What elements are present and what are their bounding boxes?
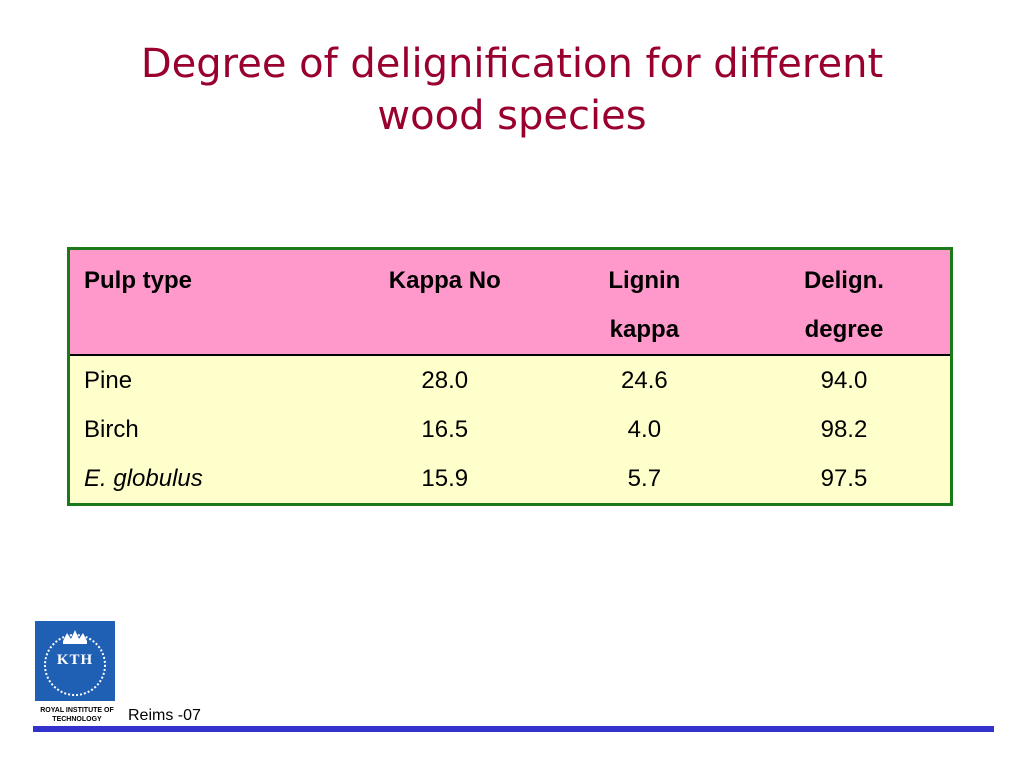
header-lignin-kappa: Lignin kappa [550,248,738,356]
slide-title-line-2: wood species [377,93,647,139]
cell-delign-degree: 97.5 [737,454,952,505]
cell-kappa-no: 15.9 [338,454,551,505]
crown-emblem-icon [44,630,106,696]
kth-logo: KTH [35,621,115,701]
cell-pulp-type: Birch [68,405,339,454]
cell-pulp-type: E. globulus [68,454,339,505]
cell-delign-degree: 94.0 [737,355,952,405]
header-pulp-type: Pulp type [68,248,339,356]
cell-lignin-kappa: 5.7 [550,454,738,505]
cell-kappa-no: 28.0 [338,355,551,405]
table-row: E. globulus 15.9 5.7 97.5 [68,454,952,505]
cell-kappa-no: 16.5 [338,405,551,454]
cell-lignin-kappa: 4.0 [550,405,738,454]
cell-pulp-type: Pine [68,355,339,405]
table-row: Birch 16.5 4.0 98.2 [68,405,952,454]
header-delign-degree: Delign. degree [737,248,952,356]
cell-delign-degree: 98.2 [737,405,952,454]
cell-lignin-kappa: 24.6 [550,355,738,405]
logo-text: KTH [56,652,94,668]
table-header-row: Pulp type Kappa No Lignin kappa Delign. … [68,248,952,356]
institution-name: ROYAL INSTITUTE OF TECHNOLOGY [40,707,114,723]
header-kappa-no: Kappa No [338,248,551,356]
slide-title: Degree of delignification for different … [60,38,964,142]
footer-label: Reims -07 [128,707,201,724]
table-row: Pine 28.0 24.6 94.0 [68,355,952,405]
footer-divider [33,726,994,732]
slide-title-line-1: Degree of delignification for different [140,41,884,87]
delignification-table: Pulp type Kappa No Lignin kappa Delign. … [67,247,953,506]
